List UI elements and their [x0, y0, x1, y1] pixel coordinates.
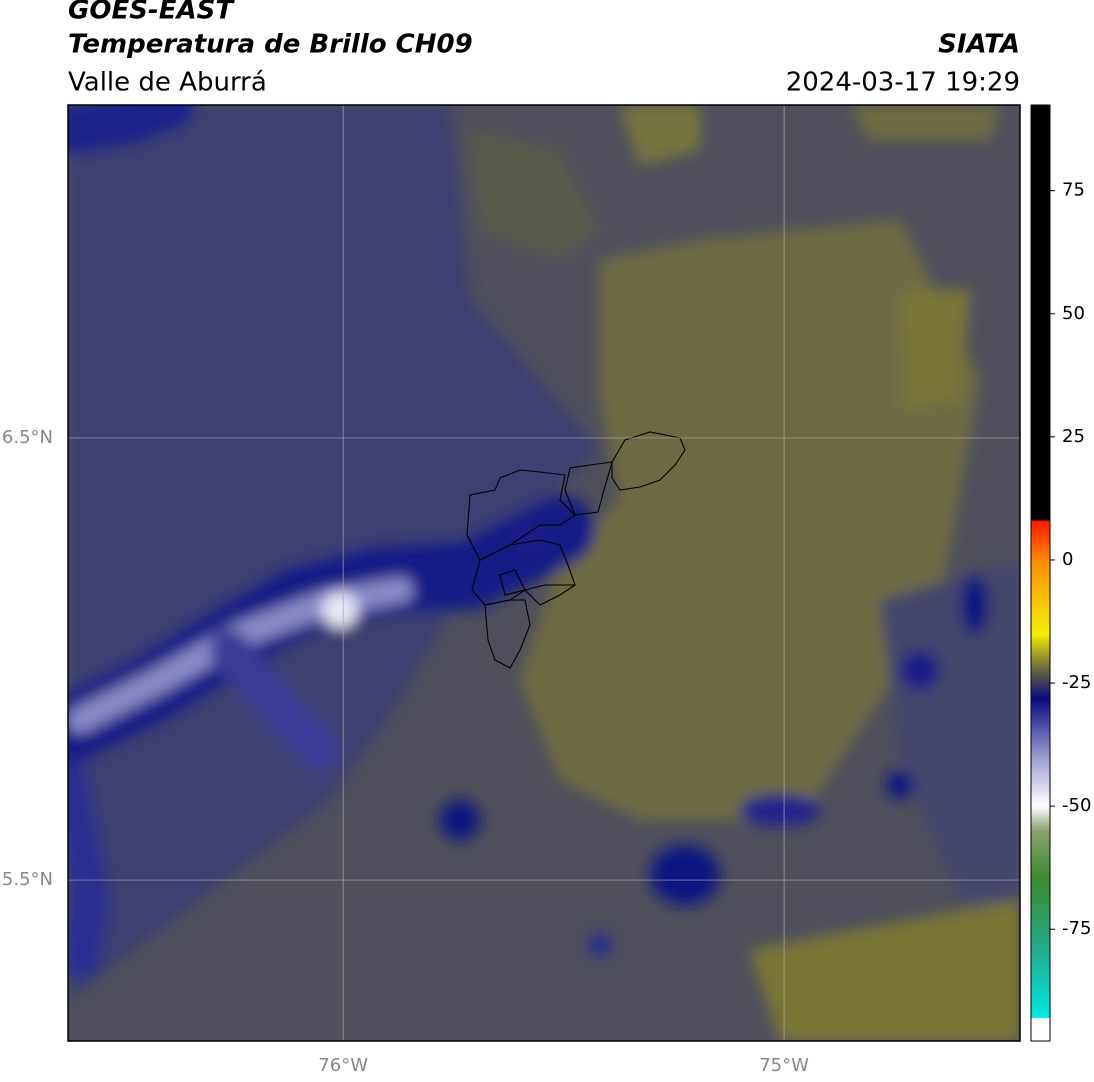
x-tick-label: 75°W: [759, 1055, 809, 1076]
colorbar-tick-label: 25: [1062, 426, 1085, 447]
colorbar-tick-label: -50: [1062, 795, 1091, 816]
x-tick-label: 76°W: [318, 1055, 368, 1076]
colorbar-tick-label: 50: [1062, 303, 1085, 324]
colorbar-tick-label: 0: [1062, 549, 1073, 570]
satellite-image: [68, 105, 1020, 1041]
agency: SIATA: [938, 30, 1020, 60]
municipal-boundaries: [466, 431, 686, 669]
colorbar-tick-label: -75: [1062, 918, 1091, 939]
colorbar: [1030, 104, 1051, 1042]
colorbar-tick-label: 75: [1062, 180, 1085, 201]
y-tick-label: 5.5°N: [2, 869, 53, 890]
y-tick-label: 6.5°N: [2, 427, 53, 448]
map-frame: [67, 104, 1021, 1042]
title: Temperatura de Brillo CH09: [68, 30, 473, 60]
colorbar-tick-label: -25: [1062, 672, 1091, 693]
datetime: 2024-03-17 19:29: [786, 68, 1020, 98]
title-top: GOES-EAST: [68, 0, 235, 26]
subtitle: Valle de Aburrá: [68, 68, 267, 98]
